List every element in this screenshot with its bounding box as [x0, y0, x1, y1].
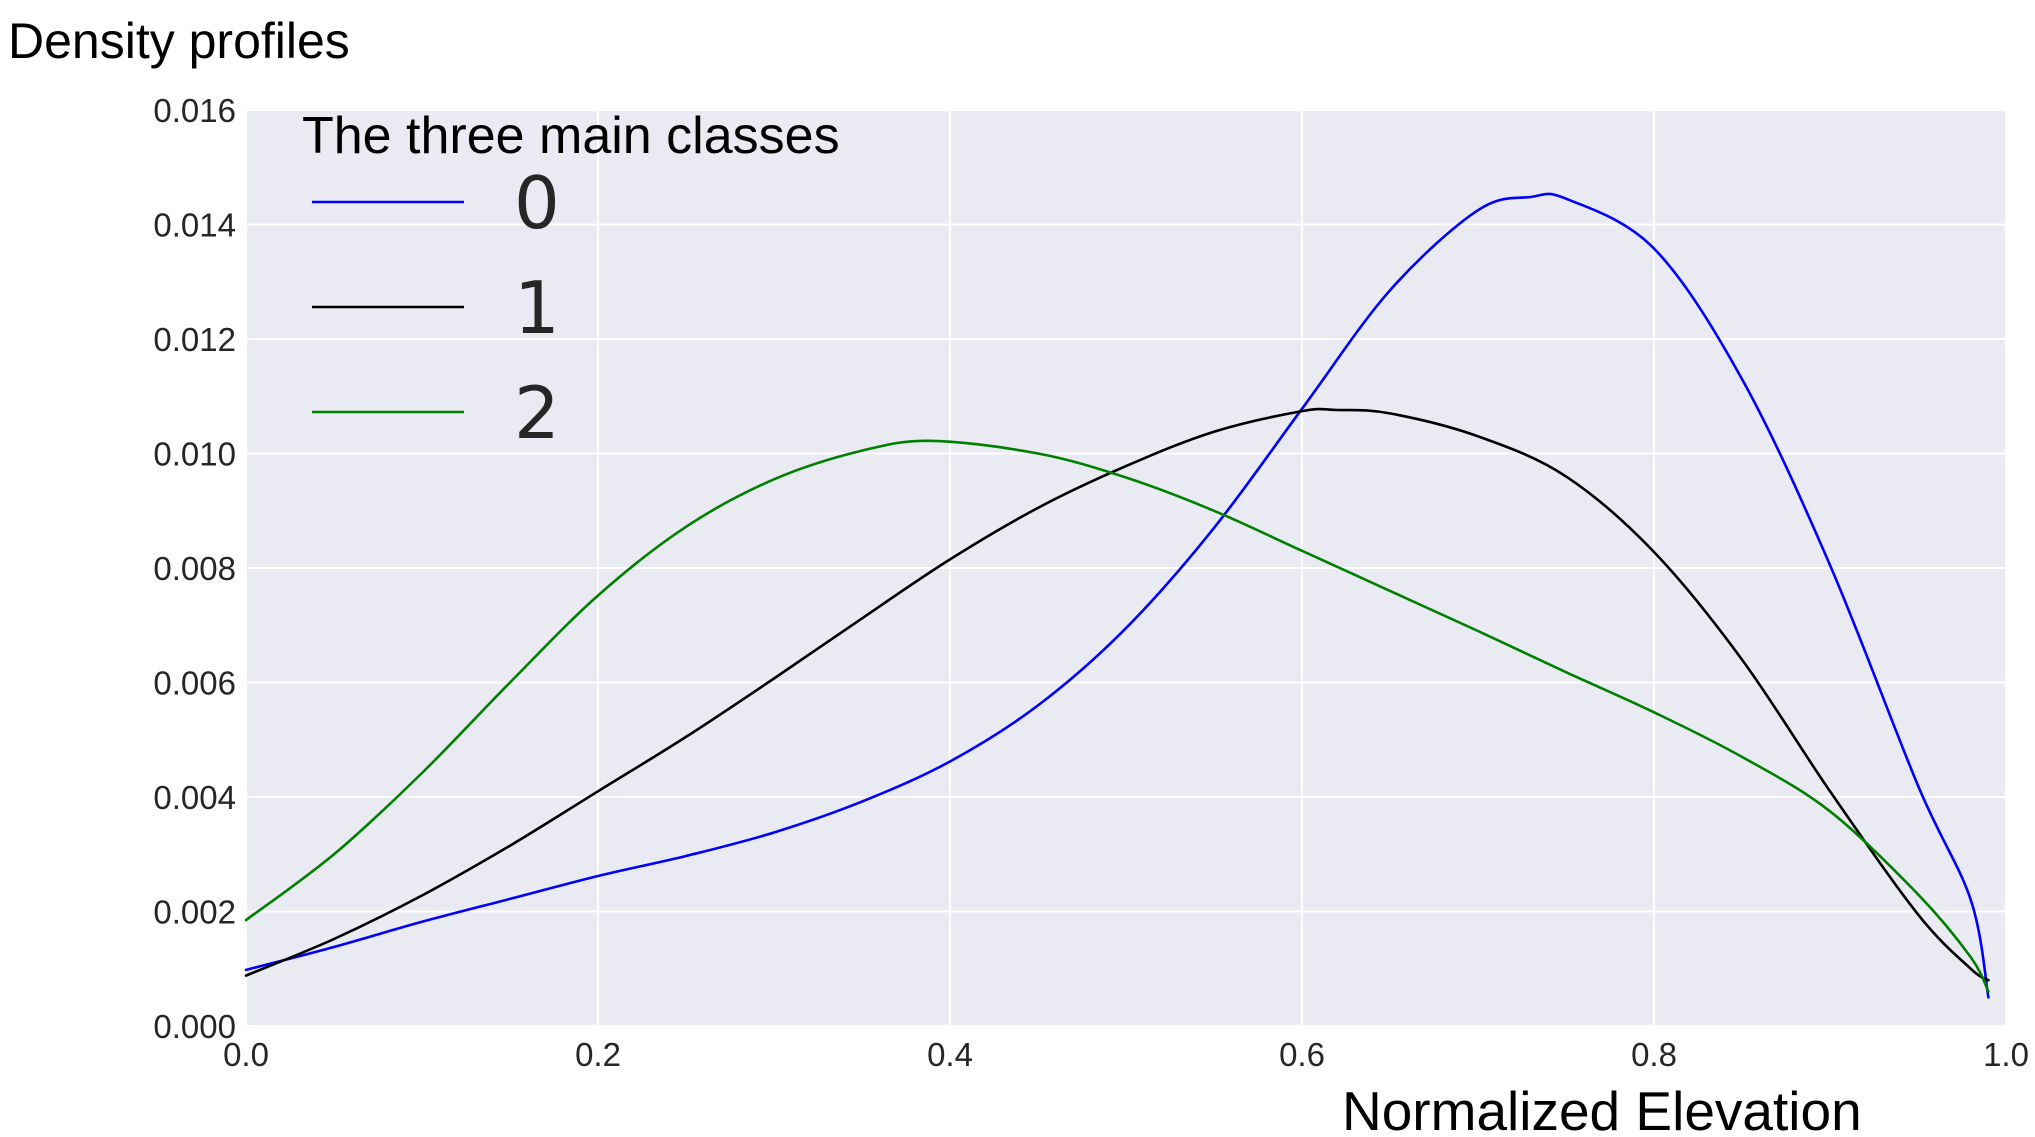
y-tick-label: 0.002 — [153, 894, 236, 931]
y-tick-label: 0.012 — [153, 321, 236, 358]
x-tick-labels: 0.0 0.2 0.4 0.6 0.8 1.0 — [223, 1036, 2029, 1073]
y-tick-label: 0.000 — [153, 1008, 236, 1045]
legend-label-0: 0 — [514, 161, 560, 245]
y-tick-label: 0.014 — [153, 207, 236, 244]
y-tick-label: 0.010 — [153, 436, 236, 473]
x-tick-label: 0.2 — [575, 1036, 621, 1073]
x-tick-label: 1.0 — [1983, 1036, 2029, 1073]
y-tick-label: 0.004 — [153, 779, 236, 816]
x-tick-label: 0.4 — [927, 1036, 973, 1073]
x-tick-label: 0.8 — [1631, 1036, 1677, 1073]
series-line-2 — [244, 439, 1990, 993]
x-tick-label: 0.0 — [223, 1036, 269, 1073]
chart-title: Density profiles — [8, 13, 350, 69]
y-tick-label: 0.006 — [153, 665, 236, 702]
x-tick-label: 0.6 — [1279, 1036, 1325, 1073]
legend: The three main classes 0 1 2 — [302, 107, 840, 455]
series-line-0 — [244, 192, 1990, 999]
y-tick-label: 0.016 — [153, 92, 236, 129]
x-axis-label: Normalized Elevation — [1342, 1080, 1862, 1137]
grid — [245, 109, 2007, 1027]
series-lines — [244, 192, 1990, 999]
legend-label-2: 2 — [514, 371, 560, 455]
series-line-1 — [244, 407, 1990, 982]
legend-title: The three main classes — [302, 107, 840, 165]
y-tick-label: 0.008 — [153, 550, 236, 587]
legend-label-1: 1 — [514, 266, 560, 350]
y-tick-labels: 0.000 0.002 0.004 0.006 0.008 0.010 0.012 0.014… — [153, 92, 236, 1045]
